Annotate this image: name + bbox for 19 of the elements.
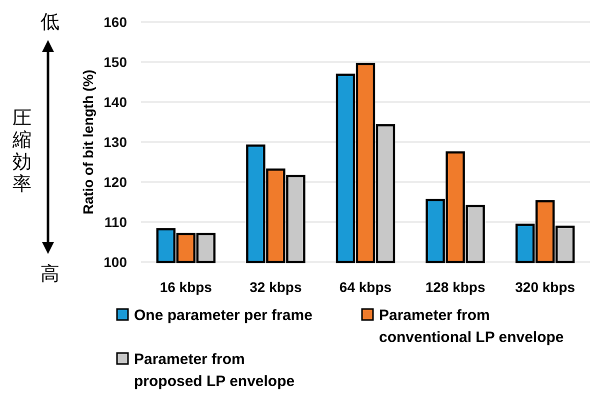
- y-axis-title: Ratio of bit length (%): [80, 70, 96, 214]
- y-tick-label: 150: [104, 54, 128, 70]
- y-tick-label: 130: [104, 134, 128, 150]
- x-tick-label: 128 kbps: [425, 279, 486, 295]
- x-tick-label: 16 kbps: [160, 279, 212, 295]
- y-tick-label: 110: [104, 214, 128, 230]
- legend-label: One parameter per frame: [134, 307, 312, 324]
- legend-label: Parameter from conventional LP envelope: [379, 307, 564, 346]
- y-tick-label: 100: [104, 254, 128, 270]
- text: 低: [40, 12, 60, 33]
- x-tick-label: 32 kbps: [250, 279, 302, 295]
- text: 圧縮効率: [12, 108, 32, 195]
- text: 高: [40, 263, 60, 285]
- x-tick-label: 64 kbps: [339, 279, 392, 295]
- y-tick-label: 120: [104, 174, 128, 190]
- y-tick-label: 140: [104, 94, 128, 110]
- legend-label: Parameter from proposed LP envelope: [134, 351, 295, 390]
- y-tick-label: 160: [104, 14, 128, 30]
- x-tick-label: 320 kbps: [515, 279, 576, 295]
